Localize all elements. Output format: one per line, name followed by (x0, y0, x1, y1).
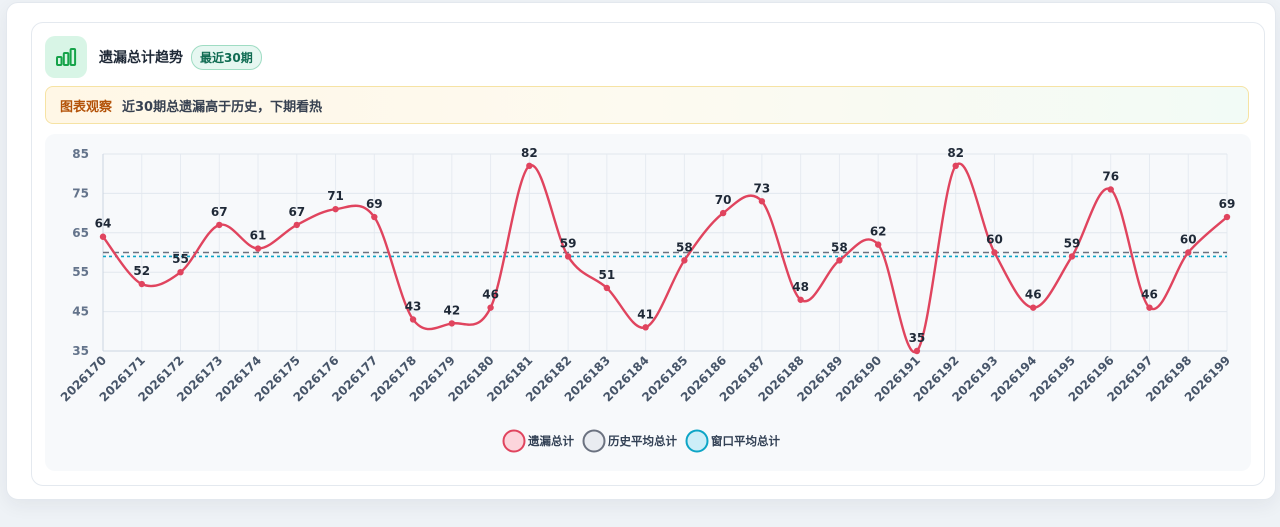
data-point (99, 233, 107, 240)
y-tick-label: 65 (72, 226, 89, 240)
data-label: 46 (1025, 288, 1042, 302)
data-point (991, 249, 998, 256)
data-label: 43 (405, 299, 422, 313)
insight-tag: 图表观察 (60, 99, 113, 115)
data-point (371, 213, 378, 221)
data-label: 67 (211, 205, 228, 219)
legend-item-window-average-label: 窗口平均总计 (711, 434, 780, 448)
card-title: 遗漏总计趋势 (99, 50, 183, 66)
legend-item-history-average-marker (582, 429, 606, 453)
data-point (603, 284, 611, 292)
data-label: 58 (676, 240, 693, 254)
data-point (1107, 186, 1114, 193)
legend: 遗漏总计 历史平均总计 窗口平均总计 (502, 429, 780, 453)
data-label: 61 (250, 229, 267, 243)
data-point (719, 209, 727, 217)
y-tick-label: 75 (72, 186, 89, 200)
data-label: 60 (1180, 233, 1197, 247)
data-label: 35 (909, 331, 926, 345)
data-label: 69 (366, 197, 383, 211)
insight-text: 近30期总遗漏高于历史，下期看热 (122, 99, 323, 115)
data-point (254, 245, 262, 252)
data-point (293, 221, 300, 229)
data-label: 46 (482, 288, 499, 302)
data-label: 71 (327, 189, 344, 203)
y-tick-label: 85 (72, 147, 89, 161)
data-point (1068, 253, 1076, 260)
data-point (681, 257, 688, 264)
legend-item-history-average-label: 历史平均总计 (608, 434, 677, 448)
data-point (913, 347, 921, 355)
data-point (1030, 304, 1037, 311)
data-point (138, 280, 145, 288)
y-tick-label: 55 (72, 265, 89, 279)
data-label: 70 (715, 193, 732, 207)
data-point (1223, 213, 1231, 221)
data-point (177, 269, 184, 276)
y-tick-label: 35 (72, 344, 89, 358)
data-point (797, 296, 804, 303)
data-label: 42 (443, 303, 460, 317)
data-point (836, 257, 843, 264)
data-point (409, 316, 417, 323)
bar-chart-icon (45, 36, 87, 78)
insight-banner: 图表观察 近30期总遗漏高于历史，下期看热 (45, 86, 1249, 124)
data-label: 64 (95, 217, 112, 231)
data-label: 73 (754, 181, 771, 195)
data-label: 46 (1141, 288, 1158, 302)
data-point (952, 162, 959, 170)
data-label: 62 (870, 225, 887, 239)
legend-item-series-marker (502, 429, 526, 453)
data-point (487, 304, 494, 311)
y-tick-label: 45 (72, 305, 89, 319)
legend-item-series-label: 遗漏总计 (527, 434, 574, 448)
chart-panel: 85 75 65 55 45 35 64 52 55 67 61 67 71 69 43 42 46 82 59 51… (45, 134, 1251, 471)
data-label: 67 (288, 205, 305, 219)
card-header: 遗漏总计趋势 最近30期 (45, 36, 262, 78)
data-point (758, 198, 766, 205)
period-badge: 最近30期 (191, 44, 262, 70)
data-label: 58 (831, 240, 848, 254)
data-label: 82 (947, 146, 964, 160)
data-label: 76 (1102, 169, 1119, 183)
data-point (526, 162, 533, 170)
line-chart: 85 75 65 55 45 35 64 52 55 67 61 67 71 69 43 42 46 82 59 51… (58, 146, 1236, 453)
data-label: 59 (560, 236, 577, 250)
data-label: 41 (637, 307, 654, 321)
series-line (102, 162, 1228, 354)
data-point (642, 324, 649, 331)
legend-item-window-average-marker (685, 429, 709, 453)
data-label: 59 (1064, 236, 1081, 250)
data-label: 60 (986, 233, 1003, 247)
data-point (564, 253, 572, 260)
data-point (1185, 249, 1192, 256)
data-label: 52 (133, 264, 150, 278)
data-point (874, 241, 882, 248)
data-label: 51 (599, 268, 616, 282)
data-point (332, 205, 339, 213)
page-container: 遗漏总计趋势 最近30期 图表观察 近30期总遗漏高于历史，下期看热 85 75 6… (6, 2, 1276, 500)
data-label: 82 (521, 146, 538, 160)
data-point (448, 320, 456, 327)
trend-card: 遗漏总计趋势 最近30期 图表观察 近30期总遗漏高于历史，下期看热 85 75 6… (31, 22, 1265, 486)
data-label: 69 (1219, 197, 1236, 211)
data-point (1146, 304, 1153, 311)
data-point (216, 221, 223, 229)
data-label: 55 (172, 252, 189, 266)
data-label: 48 (792, 280, 809, 294)
